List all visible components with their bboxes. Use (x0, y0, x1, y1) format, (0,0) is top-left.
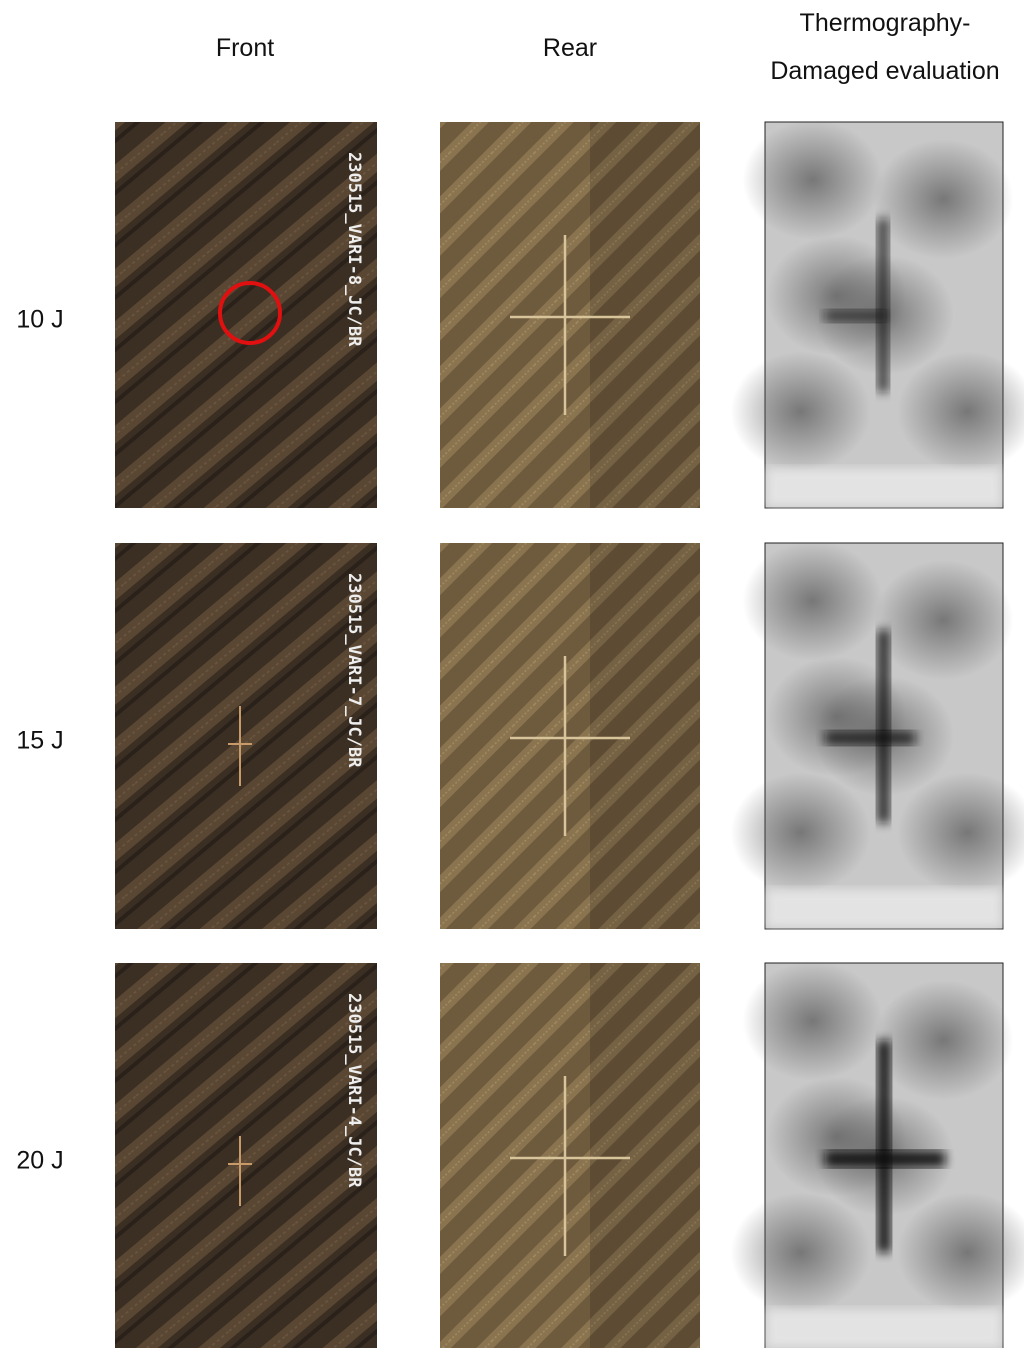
specimen-label: 230515_VARI-7_JC/BR (344, 573, 364, 768)
thermo-blob (730, 1192, 871, 1313)
thermo-blob (742, 119, 883, 240)
thermo-blob (766, 235, 907, 356)
column-header: Thermography- (800, 9, 971, 37)
front-photo (115, 543, 377, 929)
thermo-crack-v (877, 218, 889, 393)
row: 15 J 230515_VARI-7_JC/BR (16, 540, 1024, 930)
damage-marker (218, 281, 282, 345)
row-label: 15 J (16, 727, 63, 755)
rear-photo (440, 543, 700, 929)
thermo-blob (742, 540, 883, 661)
thermo-crack-h (825, 310, 885, 322)
rear-photo (440, 963, 700, 1348)
front-photo (115, 963, 377, 1348)
thermo-crack-v (877, 1040, 891, 1253)
rear-photo (440, 122, 700, 508)
row-label: 10 J (16, 306, 63, 334)
thermo-crack-h (825, 1151, 945, 1167)
column-header: Damaged evaluation (770, 57, 999, 85)
specimen-label: 230515_VARI-8_JC/BR (344, 152, 364, 347)
thermo-blob (742, 960, 883, 1081)
row: 10 J 230515_VARI-8_JC/BR (16, 119, 1024, 509)
thermo-bright (766, 889, 1002, 928)
rear-shade (590, 543, 700, 929)
thermography (730, 960, 1024, 1348)
column-headers: Front Rear Thermography- Damaged evaluat… (216, 9, 1000, 85)
thermo-blob (730, 772, 871, 893)
row-label: 20 J (16, 1147, 63, 1175)
thermo-blob (897, 772, 1024, 893)
column-header: Front (216, 34, 274, 62)
thermo-blob (897, 1192, 1024, 1313)
row: 20 J 230515_VARI-4_JC/BR (16, 960, 1024, 1348)
specimen-label: 230515_VARI-4_JC/BR (344, 993, 364, 1188)
thermo-blob (873, 980, 1014, 1101)
rear-shade (590, 122, 700, 508)
rear-shade (590, 963, 700, 1348)
front-photo (115, 122, 377, 508)
thermography (730, 540, 1024, 930)
thermo-blob (873, 560, 1014, 681)
thermography (730, 119, 1024, 509)
thermo-bright (766, 1309, 1002, 1348)
thermo-crack-h (825, 731, 915, 745)
thermo-blob (873, 139, 1014, 260)
thermo-crack-v (877, 629, 890, 823)
thermo-blob (730, 351, 871, 472)
thermo-blob (897, 351, 1024, 472)
thermo-bright (766, 468, 1002, 507)
thermo-blob (766, 656, 907, 777)
rows: 10 J 230515_VARI-8_JC/BR 15 J 230515_VARI-7… (16, 119, 1024, 1348)
column-header: Rear (543, 34, 597, 62)
